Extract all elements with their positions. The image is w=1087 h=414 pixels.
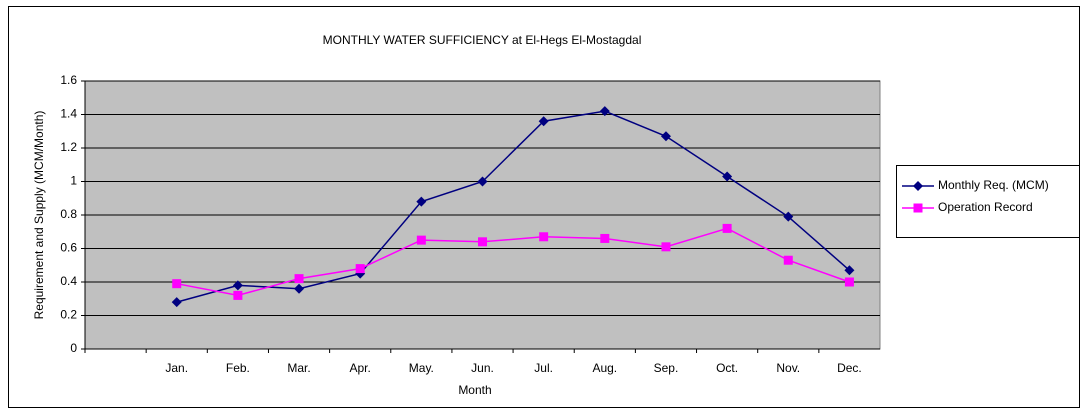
x-axis-label: Month — [458, 383, 491, 397]
data-point — [538, 116, 549, 127]
data-point — [661, 242, 671, 252]
x-tick-label: Feb. — [226, 361, 250, 375]
data-point — [294, 274, 304, 284]
data-point — [844, 265, 855, 276]
data-point — [477, 176, 488, 187]
data-point — [416, 235, 426, 245]
y-tick-label: 0.4 — [60, 274, 77, 288]
y-tick-label: 0.8 — [60, 207, 77, 221]
data-point — [478, 237, 487, 247]
data-point — [783, 211, 794, 222]
legend-marker — [913, 181, 923, 191]
data-point — [539, 232, 549, 242]
x-tick-label: May. — [409, 361, 434, 375]
x-tick-label: Oct. — [716, 361, 738, 375]
y-tick-label: 0.2 — [60, 308, 77, 322]
data-point — [783, 255, 793, 265]
data-point — [171, 297, 182, 308]
y-tick-label: 1.2 — [60, 140, 77, 154]
data-point — [355, 264, 365, 274]
x-tick-label: Apr. — [350, 361, 371, 375]
series-line — [176, 110, 850, 303]
data-point — [844, 277, 854, 287]
x-tick-label: Jun. — [471, 361, 494, 375]
data-point — [232, 280, 243, 291]
x-tick-label: Jul. — [534, 361, 553, 375]
y-tick-label: 1 — [70, 174, 77, 188]
data-point — [600, 233, 610, 243]
data-point — [416, 196, 427, 207]
chart-title: MONTHLY WATER SUFFICIENCY at El-Hegs El-… — [323, 33, 642, 47]
data-point — [294, 283, 305, 294]
data-point — [660, 131, 671, 142]
legend-box — [896, 165, 1080, 238]
data-point — [722, 171, 733, 182]
series-line — [176, 227, 850, 297]
x-tick-label: Dec. — [837, 361, 862, 375]
data-point — [172, 279, 182, 289]
legend-label: Operation Record — [938, 200, 1033, 214]
y-axis-label: Requirement and Supply (MCM/Month) — [32, 111, 46, 320]
data-point — [599, 106, 610, 117]
data-point — [233, 290, 243, 300]
x-tick-label: Jan. — [165, 361, 188, 375]
x-tick-label: Mar. — [287, 361, 310, 375]
legend-label: Monthly Req. (MCM) — [938, 178, 1049, 192]
y-tick-label: 1.6 — [60, 73, 77, 87]
legend-marker — [913, 203, 923, 213]
x-tick-label: Sep. — [654, 361, 679, 375]
x-tick-label: Nov. — [776, 361, 800, 375]
data-point — [722, 223, 732, 233]
y-tick-label: 1.4 — [60, 107, 77, 121]
y-tick-label: 0 — [70, 341, 77, 355]
x-tick-label: Aug. — [592, 361, 617, 375]
y-tick-label: 0.6 — [60, 241, 77, 255]
